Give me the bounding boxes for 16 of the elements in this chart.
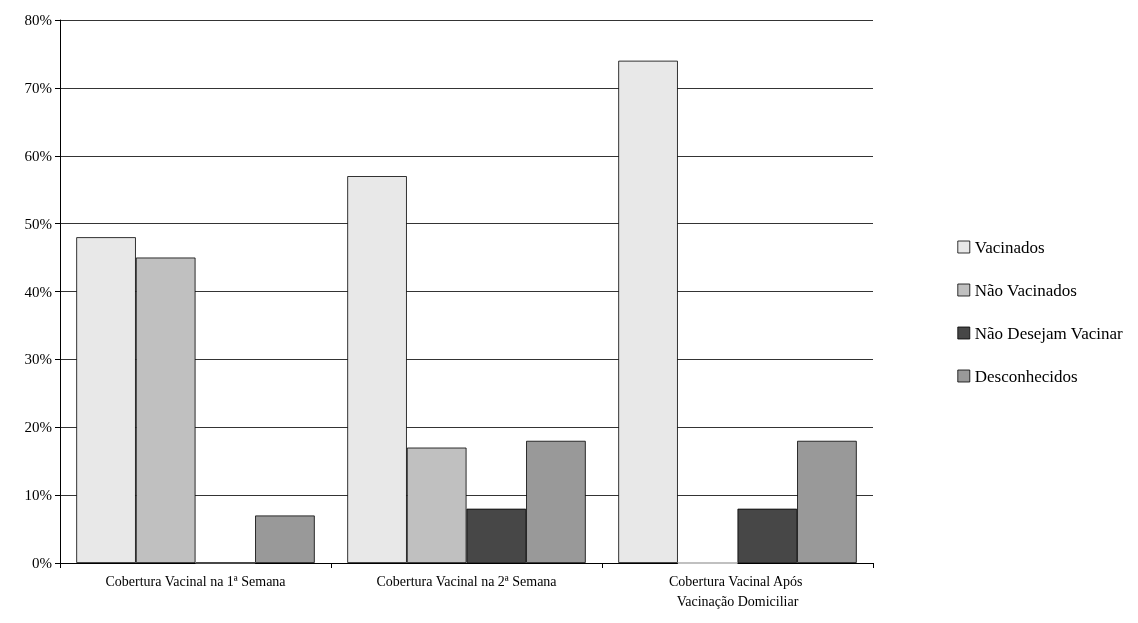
legend-label: Vacinados xyxy=(974,237,1045,257)
y-tick-label: 30% xyxy=(24,351,52,368)
x-tick-label: Cobertura Vacinal Após Vacinação Domiciliar xyxy=(669,573,806,609)
y-tick-label: 70% xyxy=(24,79,52,96)
y-tick-label: 20% xyxy=(24,419,52,436)
legend-label: Não Desejam Vacinar xyxy=(974,323,1124,343)
y-tick-label: 0% xyxy=(32,555,52,571)
y-tick-label: 80% xyxy=(24,12,52,28)
legend-label: Não Vacinados xyxy=(974,280,1077,300)
x-tick-label: Cobertura Vacinal na 1ª Semana xyxy=(105,573,287,589)
legend-label: Desconhecidos xyxy=(974,366,1078,386)
y-tick-label: 40% xyxy=(24,283,52,300)
y-tick-label: 10% xyxy=(24,487,52,504)
y-tick-label: 50% xyxy=(24,215,52,232)
y-tick-label: 60% xyxy=(24,147,52,164)
x-tick-label: Cobertura Vacinal na 2ª Semana xyxy=(376,573,558,589)
